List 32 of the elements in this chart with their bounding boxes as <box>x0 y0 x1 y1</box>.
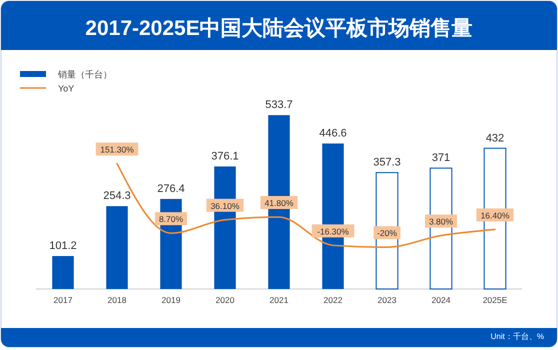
x-tick-label: 2022 <box>324 295 343 305</box>
data-label: -16.30% <box>317 226 350 236</box>
data-label: 151.30% <box>100 144 134 155</box>
data-label: 254.3 <box>103 190 131 202</box>
data-label: 371 <box>432 152 450 164</box>
data-label: 533.7 <box>265 99 293 112</box>
text: Unit：千台、% <box>490 332 544 341</box>
data-label: 432 <box>486 132 504 144</box>
data-label: -20% <box>377 228 398 238</box>
x-tick-label: 2017 <box>54 295 73 305</box>
x-tick-label: 2025E <box>482 295 508 305</box>
data-label: 101.2 <box>49 240 77 252</box>
x-tick-label: 2020 <box>216 295 235 305</box>
x-tick-label: 2023 <box>378 295 397 305</box>
data-label: 276.4 <box>157 182 185 195</box>
chart-title: 2017-2025E中国大陆会议平板市场销售量 <box>85 16 473 40</box>
x-tick-label: 2021 <box>270 295 289 305</box>
legend-label: YoY <box>58 84 74 94</box>
data-label: 8.70% <box>158 214 184 224</box>
data-label: 3.80% <box>428 216 454 227</box>
x-tick-label: 2019 <box>162 295 181 305</box>
x-tick-label: 2024 <box>432 295 451 305</box>
legend-label: 销量（千台） <box>57 70 112 80</box>
bar <box>106 206 128 289</box>
data-label: 36.10% <box>210 200 240 211</box>
data-label: 376.1 <box>211 150 239 162</box>
data-label: 16.40% <box>480 210 510 220</box>
bar <box>52 256 74 289</box>
data-label: 41.80% <box>264 198 294 208</box>
x-tick-label: 2018 <box>108 295 127 305</box>
data-label: 357.3 <box>373 156 401 169</box>
data-label: 446.6 <box>319 128 347 140</box>
